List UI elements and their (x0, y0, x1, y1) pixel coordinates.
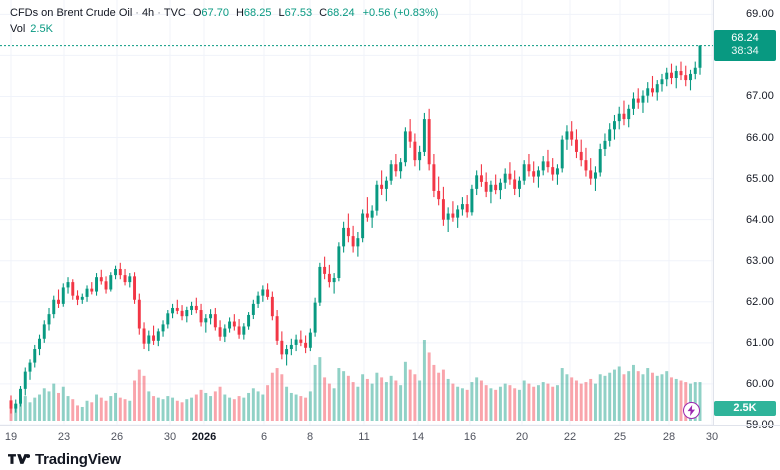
time-axis-tick: 22 (563, 431, 577, 443)
price-axis-tick: 65.00 (745, 172, 774, 185)
lightning-bolt-icon[interactable] (683, 402, 700, 419)
current-price-value: 68.24 (731, 31, 759, 44)
price-axis-tick: 67.00 (745, 90, 774, 103)
price-axis-tick: 66.00 (745, 131, 774, 144)
chart-plot-area[interactable] (0, 0, 713, 425)
current-price-line (0, 45, 713, 47)
current-price-badge[interactable]: 68.24 38:34 (714, 29, 776, 61)
price-axis-tick: 64.00 (745, 213, 774, 226)
time-axis-tick: 16 (463, 431, 477, 443)
bar-countdown: 38:34 (731, 44, 759, 57)
time-axis-tick: 6 (260, 431, 268, 443)
tradingview-logo-text: TradingView (35, 450, 121, 468)
price-axis-tick: 62.00 (745, 295, 774, 308)
volume-axis-badge[interactable]: 2.5K (714, 401, 776, 416)
time-axis-tick: 23 (57, 431, 71, 443)
time-axis[interactable]: 19 23 26 30 2026 6 8 11 14 16 20 22 25 28 30 (0, 425, 780, 447)
price-axis-tick: 63.00 (745, 254, 774, 267)
time-axis-tick: 28 (662, 431, 676, 443)
lightning-bolt-glyph (687, 405, 695, 416)
tradingview-logo[interactable]: TradingView (8, 450, 121, 468)
price-axis-tick: 69.00 (745, 8, 774, 21)
time-axis-tick: 30 (163, 431, 177, 443)
time-axis-tick: 2026 (191, 431, 217, 443)
price-axis-tick: 60.00 (745, 377, 774, 390)
time-axis-tick: 30 (705, 431, 719, 443)
time-axis-tick: 26 (110, 431, 124, 443)
time-axis-tick: 14 (411, 431, 425, 443)
tradingview-logo-icon (8, 454, 30, 464)
chart-gridlines (0, 0, 713, 425)
time-axis-tick: 8 (306, 431, 314, 443)
candlestick-series (9, 45, 702, 414)
time-axis-tick: 20 (515, 431, 529, 443)
price-axis-tick: 61.00 (745, 336, 774, 349)
time-axis-tick: 25 (613, 431, 627, 443)
price-axis[interactable]: 69.0068.0067.0066.0065.0064.0063.0062.00… (713, 0, 780, 431)
time-axis-tick: 19 (4, 431, 18, 443)
volume-bars (9, 340, 702, 421)
time-axis-tick: 11 (358, 431, 370, 443)
